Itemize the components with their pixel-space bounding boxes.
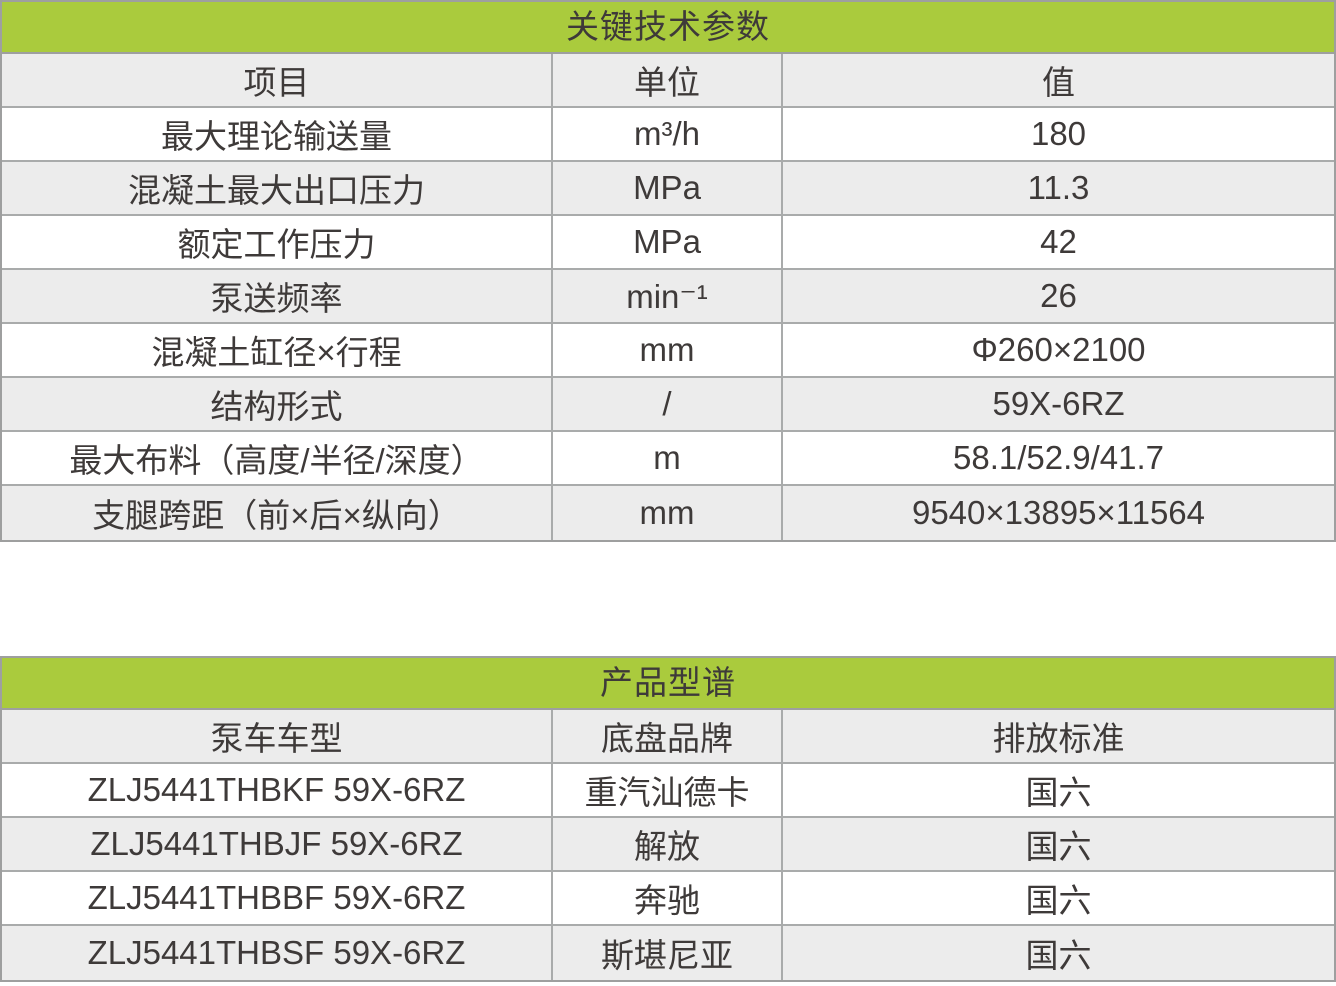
cell-unit: min⁻¹ — [553, 270, 783, 322]
cell-chassis-brand: 奔驰 — [553, 872, 783, 924]
cell-item: 额定工作压力 — [2, 216, 553, 268]
cell-item: 混凝土缸径×行程 — [2, 324, 553, 376]
table-row: 混凝土最大出口压力 MPa 11.3 — [2, 162, 1334, 216]
table-row: 混凝土缸径×行程 mm Φ260×2100 — [2, 324, 1334, 378]
table-row: ZLJ5441THBBF 59X-6RZ 奔驰 国六 — [2, 872, 1334, 926]
cell-unit: m — [553, 432, 783, 484]
cell-truck-model: ZLJ5441THBBF 59X-6RZ — [2, 872, 553, 924]
cell-emission-standard: 国六 — [1025, 882, 1092, 919]
cell-unit: mm — [553, 324, 783, 376]
cell-truck-model: ZLJ5441THBSF 59X-6RZ — [2, 926, 553, 980]
cell-unit: / — [553, 378, 783, 430]
key-params-title-bar: 关键技术参数 — [2, 2, 1334, 54]
cell-emission-standard: 国六 — [1025, 937, 1092, 974]
cell-emission-standard: 国六 — [1025, 774, 1092, 811]
table-row: ZLJ5441THBKF 59X-6RZ 重汽汕德卡 国六 — [2, 764, 1334, 818]
cell-unit: MPa — [553, 216, 783, 268]
cell-item: 结构形式 — [2, 378, 553, 430]
table-row: 额定工作压力 MPa 42 — [2, 216, 1334, 270]
key-params-title: 关键技术参数 — [566, 8, 770, 45]
cell-value: 180 — [1030, 115, 1087, 152]
cell-item: 最大理论输送量 — [2, 108, 553, 160]
column-header-value: 值 — [1042, 64, 1075, 101]
key-params-header-row: 项目 单位 值 — [2, 54, 1334, 108]
cell-value: 11.3 — [1027, 169, 1090, 206]
cell-value: 58.1/52.9/41.7 — [952, 439, 1165, 476]
table-row: 支腿跨距（前×后×纵向） mm 9540×13895×11564 — [2, 486, 1334, 540]
cell-chassis-brand: 解放 — [553, 818, 783, 870]
table-row: 泵送频率 min⁻¹ 26 — [2, 270, 1334, 324]
column-header-chassis-brand: 底盘品牌 — [553, 710, 783, 762]
product-spectrum-title: 产品型谱 — [600, 664, 736, 701]
table-row: ZLJ5441THBSF 59X-6RZ 斯堪尼亚 国六 — [2, 926, 1334, 980]
cell-item: 最大布料（高度/半径/深度） — [2, 432, 553, 484]
cell-unit: MPa — [553, 162, 783, 214]
column-header-truck-model: 泵车车型 — [2, 710, 553, 762]
table-row: 最大布料（高度/半径/深度） m 58.1/52.9/41.7 — [2, 432, 1334, 486]
cell-value: 9540×13895×11564 — [911, 494, 1206, 531]
cell-value: 59X-6RZ — [992, 385, 1125, 422]
column-header-emission-standard: 排放标准 — [992, 720, 1125, 757]
product-spectrum-table: 产品型谱 泵车车型 底盘品牌 排放标准 ZLJ5441THBKF 59X-6RZ… — [0, 656, 1336, 982]
cell-chassis-brand: 重汽汕德卡 — [553, 764, 783, 816]
cell-item: 混凝土最大出口压力 — [2, 162, 553, 214]
product-spectrum-title-bar: 产品型谱 — [2, 658, 1334, 710]
table-row: 结构形式 / 59X-6RZ — [2, 378, 1334, 432]
cell-value: Φ260×2100 — [971, 331, 1146, 368]
tables-spacer — [0, 542, 1336, 656]
column-header-item: 项目 — [2, 54, 553, 106]
cell-unit: mm — [553, 486, 783, 540]
cell-truck-model: ZLJ5441THBKF 59X-6RZ — [2, 764, 553, 816]
cell-chassis-brand: 斯堪尼亚 — [553, 926, 783, 980]
cell-item: 支腿跨距（前×后×纵向） — [2, 486, 553, 540]
column-header-unit: 单位 — [553, 54, 783, 106]
cell-value: 26 — [1040, 277, 1077, 314]
product-spectrum-header-row: 泵车车型 底盘品牌 排放标准 — [2, 710, 1334, 764]
cell-emission-standard: 国六 — [1025, 828, 1092, 865]
table-row: 最大理论输送量 m³/h 180 — [2, 108, 1334, 162]
cell-value: 42 — [1040, 223, 1077, 260]
key-params-table: 关键技术参数 项目 单位 值 最大理论输送量 m³/h 180 混凝土最大出口压… — [0, 0, 1336, 542]
table-row: ZLJ5441THBJF 59X-6RZ 解放 国六 — [2, 818, 1334, 872]
cell-unit: m³/h — [553, 108, 783, 160]
cell-truck-model: ZLJ5441THBJF 59X-6RZ — [2, 818, 553, 870]
cell-item: 泵送频率 — [2, 270, 553, 322]
